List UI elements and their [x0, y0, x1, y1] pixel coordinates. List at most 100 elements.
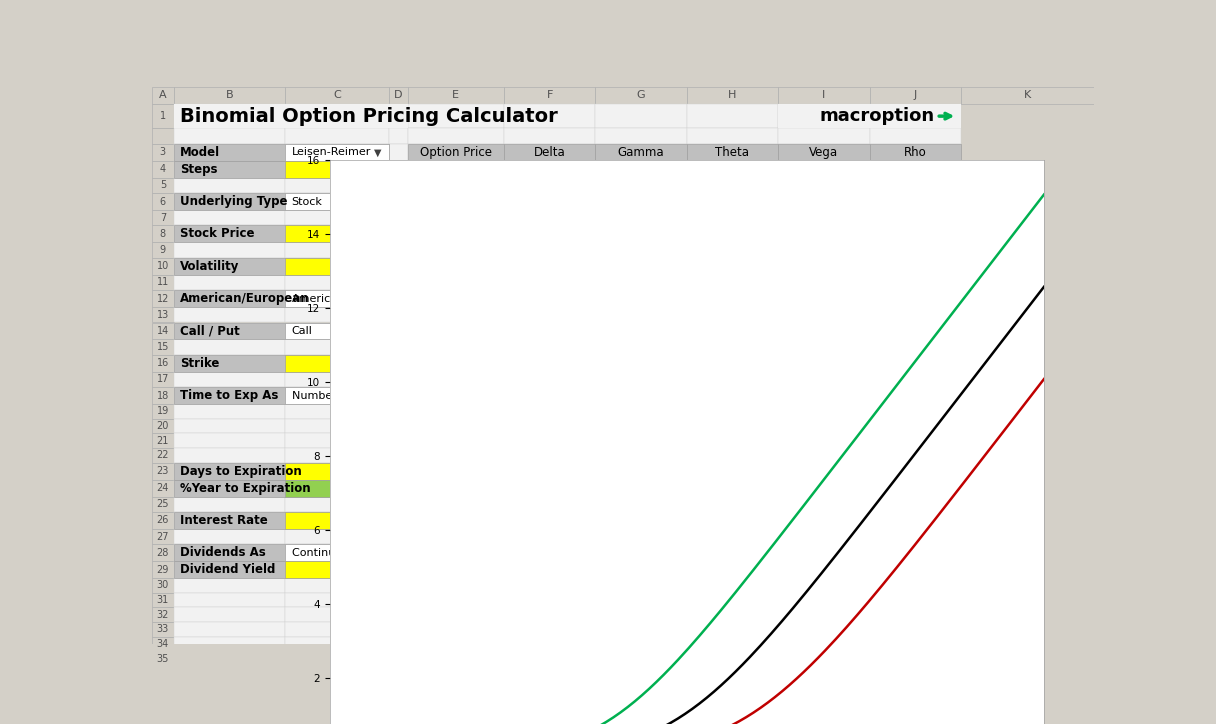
Text: ▼: ▼	[582, 294, 590, 303]
Bar	[174, 607, 286, 622]
Text: ▼: ▼	[582, 197, 590, 206]
Bar	[503, 463, 596, 479]
Bar	[869, 544, 961, 561]
Bar	[407, 290, 503, 307]
Text: 5: 5	[159, 180, 165, 190]
Bar	[286, 177, 389, 193]
Bar	[503, 340, 596, 355]
Bar	[596, 512, 687, 529]
Bar	[778, 104, 961, 128]
Bar	[174, 322, 286, 340]
Bar	[407, 463, 503, 479]
Bar	[152, 193, 174, 210]
Bar	[152, 561, 174, 578]
Text: ▼: ▼	[582, 261, 590, 272]
Text: ✓: ✓	[597, 229, 606, 239]
Bar	[389, 404, 407, 418]
Bar	[286, 497, 389, 512]
Bar	[286, 512, 407, 529]
Bar	[687, 322, 778, 340]
Bar	[687, 463, 778, 479]
Bar	[869, 418, 961, 434]
Text: 33: 33	[157, 624, 169, 634]
Bar	[869, 225, 961, 243]
Bar	[389, 193, 407, 210]
Bar	[687, 544, 778, 561]
Bar	[152, 290, 174, 307]
Bar	[687, 387, 778, 404]
Bar	[174, 275, 286, 290]
Bar	[687, 307, 778, 322]
Text: C: C	[333, 90, 342, 101]
Bar	[389, 593, 407, 607]
Bar	[174, 307, 286, 322]
Bar	[407, 144, 503, 161]
Bar	[174, 104, 286, 128]
Text: ▼: ▼	[373, 147, 382, 157]
Bar	[286, 512, 389, 529]
Text: American/European: American/European	[180, 292, 310, 305]
Bar	[407, 290, 503, 307]
Bar	[503, 144, 596, 161]
Bar	[389, 275, 407, 290]
Bar	[687, 144, 778, 161]
Bar	[503, 193, 596, 210]
Bar	[174, 479, 389, 497]
Bar	[174, 512, 286, 529]
Bar	[687, 210, 778, 225]
Bar	[174, 652, 286, 666]
Bar	[596, 372, 687, 387]
Bar	[503, 290, 596, 307]
Bar	[596, 193, 961, 210]
Bar	[687, 448, 778, 463]
Bar	[174, 622, 286, 636]
Bar	[869, 607, 961, 622]
Bar	[778, 512, 869, 529]
Bar	[407, 275, 503, 290]
Text: Blue: Blue	[615, 227, 642, 240]
Bar	[687, 479, 778, 497]
Bar	[286, 544, 389, 561]
Bar	[174, 387, 389, 404]
Bar	[503, 258, 596, 275]
Bar	[174, 434, 286, 448]
Bar	[174, 258, 286, 275]
Bar	[407, 243, 503, 258]
Bar	[596, 355, 687, 372]
Bar	[503, 479, 596, 497]
Bar	[778, 225, 869, 243]
Text: Stock: Stock	[292, 197, 322, 206]
Bar	[174, 243, 286, 258]
Bar	[407, 177, 503, 193]
Bar	[778, 161, 869, 177]
Bar	[174, 225, 286, 243]
Bar	[407, 225, 503, 243]
Bar	[389, 307, 407, 322]
Text: Number of Days: Number of Days	[292, 391, 382, 400]
Text: B: B	[226, 90, 233, 101]
Text: 0.0224: 0.0224	[895, 163, 936, 176]
Bar	[152, 322, 174, 340]
Bar	[778, 404, 869, 418]
Bar	[596, 210, 687, 225]
Bar	[286, 258, 389, 275]
Text: 11: 11	[157, 277, 169, 287]
Bar	[596, 290, 687, 307]
Bar	[869, 161, 961, 177]
Bar	[174, 512, 389, 529]
Bar	[407, 387, 503, 404]
Bar	[503, 578, 596, 593]
Bar	[174, 479, 286, 497]
Bar	[286, 529, 389, 544]
Bar	[687, 258, 778, 275]
Bar	[389, 322, 407, 340]
Text: 21: 21	[157, 436, 169, 446]
Bar	[389, 463, 407, 479]
Bar	[389, 290, 407, 307]
Bar	[174, 355, 389, 372]
Bar	[174, 636, 286, 652]
Bar	[778, 322, 869, 340]
Bar	[174, 593, 286, 607]
Bar	[778, 529, 869, 544]
Text: 25: 25	[157, 500, 169, 509]
